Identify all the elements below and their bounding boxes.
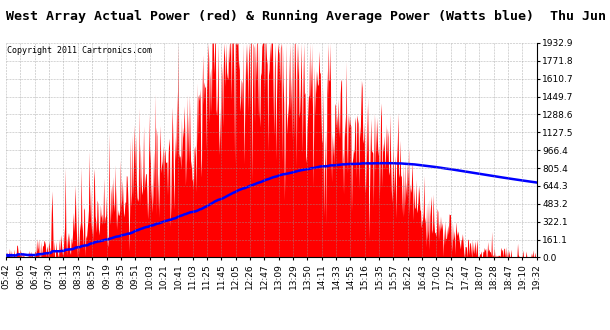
Text: West Array Actual Power (red) & Running Average Power (Watts blue)  Thu Jun 2 19: West Array Actual Power (red) & Running … <box>6 10 610 23</box>
Text: Copyright 2011 Cartronics.com: Copyright 2011 Cartronics.com <box>7 46 152 55</box>
